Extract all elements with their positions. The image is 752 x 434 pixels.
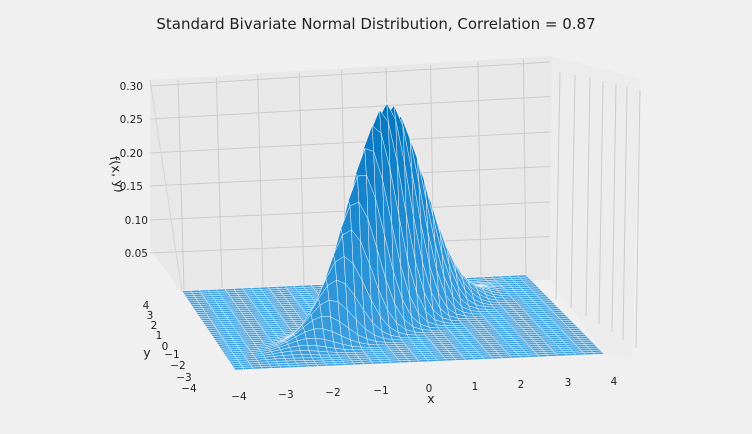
surface-cell	[297, 364, 310, 368]
grid-y	[635, 89, 641, 349]
y-tick-label: 2	[151, 320, 158, 332]
grid-y	[622, 86, 628, 341]
x-tick-label: 1	[472, 381, 479, 393]
surface-cell	[282, 354, 295, 359]
surface-cell	[233, 367, 245, 371]
grid-x	[215, 77, 223, 289]
pane-right	[550, 56, 640, 360]
surface-cell	[251, 366, 264, 370]
surface-cell	[306, 364, 319, 368]
surface-cell	[260, 366, 273, 369]
z-tick-label: 0.10	[125, 215, 148, 227]
z-tick-label: 0.25	[120, 114, 143, 126]
surface-cell	[279, 365, 291, 369]
surface-cell	[398, 360, 411, 364]
grid-x	[257, 75, 264, 287]
grid-x	[177, 79, 185, 291]
x-tick-label: 3	[565, 377, 572, 389]
surface-cell	[292, 354, 304, 359]
z-tick-label: 0.05	[125, 248, 148, 260]
grid-x	[477, 62, 482, 277]
y-tick-label: 4	[143, 300, 150, 312]
axis-edge	[149, 79, 183, 293]
z-tick-label: 0.15	[120, 181, 143, 193]
grid-y	[570, 74, 576, 309]
surface-cell	[299, 350, 312, 356]
surface-plot	[181, 102, 605, 371]
surface-cell	[313, 328, 325, 340]
grid-z	[149, 131, 551, 154]
z-tick-label: 0.20	[120, 148, 143, 160]
surface-cell	[334, 362, 347, 366]
grid-y	[611, 83, 617, 333]
x-tick-label: −4	[231, 391, 247, 403]
surface-cell	[305, 337, 318, 346]
grid-z	[149, 166, 551, 187]
surface-cell	[298, 344, 310, 351]
x-tick-label: −2	[325, 387, 340, 399]
grid-y	[598, 80, 604, 325]
pane-back	[150, 56, 552, 292]
z-tick-label: 0.30	[120, 81, 143, 93]
x-axis-label: x	[427, 391, 434, 406]
grid-z	[149, 96, 551, 120]
surface-cell	[242, 366, 254, 370]
surface-cell	[343, 362, 356, 366]
y-tick-label: 1	[156, 330, 163, 342]
x-tick-label: −1	[373, 385, 388, 397]
grid-y	[555, 71, 561, 301]
axes-grid	[149, 59, 641, 349]
axis-ticks: 0.300.250.200.150.100.05−4 −3 −2 −1 0 1 2 3 4432…	[120, 81, 618, 403]
surface-cell	[325, 363, 337, 367]
grid-x	[298, 72, 305, 285]
x-tick-label: −3	[278, 389, 293, 401]
axes-panes	[150, 56, 640, 360]
x-tick-label: 2	[518, 379, 525, 391]
y-tick-label: 3	[147, 310, 154, 322]
z-axis-label: f(x, y)	[107, 155, 128, 194]
x-tick-label: 0	[426, 383, 433, 395]
surface-cell	[352, 362, 365, 366]
surface-cell	[288, 364, 301, 368]
surface-cell	[290, 350, 302, 356]
y-axis-label: y	[143, 345, 151, 360]
chart-title: Standard Bivariate Normal Distribution, …	[156, 15, 595, 33]
surface-cell	[284, 357, 296, 362]
grid-x	[522, 59, 527, 275]
x-tick-label: 4	[611, 376, 618, 388]
y-tick-label: −4	[181, 383, 197, 395]
y-tick-label: 0	[162, 341, 169, 353]
y-tick-label: −2	[170, 360, 185, 372]
surface-cell	[592, 351, 605, 355]
y-tick-label: −3	[176, 372, 191, 384]
grid-y	[585, 77, 591, 317]
surface-cell	[270, 365, 282, 369]
surface-cell	[316, 363, 328, 367]
y-tick-label: −1	[164, 349, 179, 361]
surface-cell	[301, 354, 313, 359]
